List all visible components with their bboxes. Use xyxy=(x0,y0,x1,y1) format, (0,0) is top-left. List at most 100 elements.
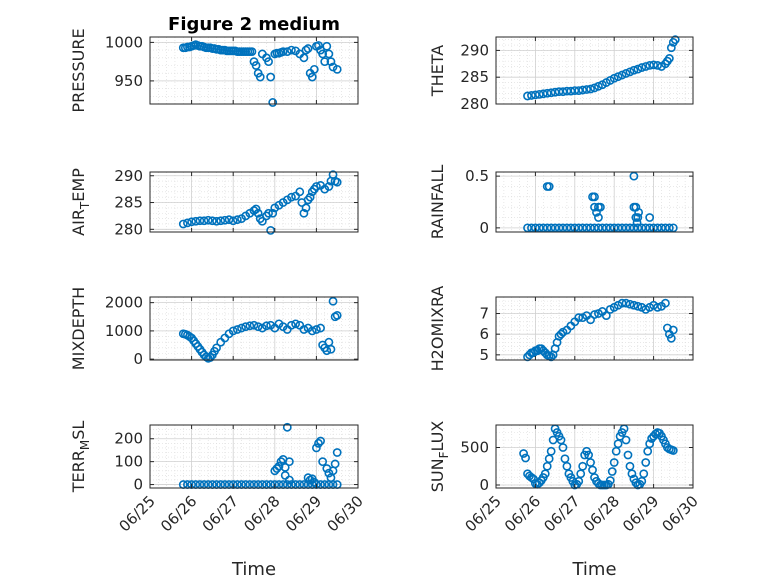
data-point xyxy=(311,325,321,334)
x-tick-label: 06/27 xyxy=(199,492,242,535)
data-point xyxy=(332,448,342,457)
y-tick-label: 100 xyxy=(114,453,143,471)
y-tick-label: 285 xyxy=(114,194,143,212)
data-point xyxy=(594,213,603,222)
data-point xyxy=(280,462,290,472)
data-point xyxy=(251,204,261,214)
data-point xyxy=(621,69,631,78)
y-axis-label: TERRMSL xyxy=(69,421,92,494)
data-point xyxy=(627,469,637,479)
data-point xyxy=(307,72,317,82)
data-point xyxy=(328,296,338,306)
data-point xyxy=(633,301,643,311)
data-point xyxy=(590,192,599,202)
data-point xyxy=(519,449,528,458)
data-point xyxy=(653,61,662,70)
y-axis-label: MIXDEPTH xyxy=(69,287,88,370)
data-point xyxy=(621,435,631,445)
y-axis-label: THETA xyxy=(428,45,447,97)
subplot-rainfall: 0 0.5 RAINFALL xyxy=(428,165,694,239)
data-point xyxy=(301,45,311,55)
data-point xyxy=(523,91,532,101)
data-point xyxy=(318,457,328,467)
data-point xyxy=(623,450,633,460)
data-point xyxy=(326,344,336,354)
subplot-theta: 280 285 290 THETA xyxy=(428,35,694,113)
data-point xyxy=(594,81,603,91)
data-point xyxy=(316,323,325,333)
data-point xyxy=(649,60,658,70)
x-tick-label: 06/29 xyxy=(619,492,662,535)
data-point xyxy=(332,310,342,320)
data-point xyxy=(607,467,617,476)
y-tick-label: 950 xyxy=(114,72,143,90)
axes-box xyxy=(149,424,359,489)
data-point xyxy=(322,41,332,51)
data-point xyxy=(625,299,635,309)
data-point xyxy=(314,438,323,448)
data-point xyxy=(237,323,246,333)
y-tick-label: 0 xyxy=(133,476,143,494)
data-point xyxy=(326,57,336,67)
x-tick-label: 06/28 xyxy=(240,492,283,535)
data-point xyxy=(666,333,676,343)
data-point xyxy=(596,202,605,212)
data-point xyxy=(247,47,257,57)
data-point xyxy=(546,352,556,362)
data-point xyxy=(590,83,599,93)
data-point xyxy=(617,298,627,308)
data-point xyxy=(320,57,330,67)
data-point xyxy=(284,457,294,467)
data-point xyxy=(521,453,530,463)
data-point xyxy=(278,47,288,57)
data-point xyxy=(639,469,649,479)
data-point xyxy=(332,64,342,74)
data-point xyxy=(187,217,196,227)
data-point xyxy=(232,215,242,225)
data-point xyxy=(634,207,644,217)
data-point xyxy=(251,61,261,70)
y-tick-label: 0 xyxy=(479,476,489,494)
data-point xyxy=(255,72,265,82)
y-tick-label: 0 xyxy=(133,350,143,368)
data-point xyxy=(670,35,680,45)
data-point xyxy=(266,72,276,82)
data-point xyxy=(299,208,309,218)
data-point xyxy=(232,325,242,334)
x-tick-label: 06/30 xyxy=(324,492,367,535)
data-point xyxy=(629,300,639,310)
data-point xyxy=(332,177,342,187)
data-point xyxy=(311,443,321,453)
y-tick-label: 290 xyxy=(114,167,143,185)
data-point xyxy=(574,86,584,95)
data-point xyxy=(301,203,311,213)
data-point xyxy=(632,218,642,228)
y-tick-label: 1000 xyxy=(105,322,143,340)
data-point xyxy=(601,311,611,320)
data-point xyxy=(287,192,296,202)
data-point xyxy=(621,298,631,308)
axes-box xyxy=(495,296,694,361)
data-point xyxy=(262,321,271,331)
data-point xyxy=(305,192,315,202)
x-tick-label: 06/26 xyxy=(501,492,544,535)
data-point xyxy=(664,54,674,63)
data-point xyxy=(668,325,678,335)
data-point xyxy=(299,325,309,334)
data-point xyxy=(264,208,273,218)
data-point xyxy=(311,182,321,191)
subplot-mixdepth: 0 1000 2000 MIXDEPTH xyxy=(69,287,359,370)
subplot-terr: 0 100 200 TERRMSL 06/2506/2606/2706/2806/290… xyxy=(69,421,367,580)
data-point xyxy=(666,43,676,53)
data-point xyxy=(282,47,292,57)
y-tick-label: 280 xyxy=(460,95,489,113)
data-point xyxy=(605,476,615,485)
data-point xyxy=(299,53,309,63)
x-axis-label: Time xyxy=(571,559,616,580)
y-tick-label: 280 xyxy=(114,220,143,238)
data-point xyxy=(309,64,319,74)
y-tick-label: 0 xyxy=(479,219,489,237)
data-point xyxy=(287,45,296,55)
data-point xyxy=(668,446,678,455)
x-tick-label: 06/26 xyxy=(157,492,200,535)
